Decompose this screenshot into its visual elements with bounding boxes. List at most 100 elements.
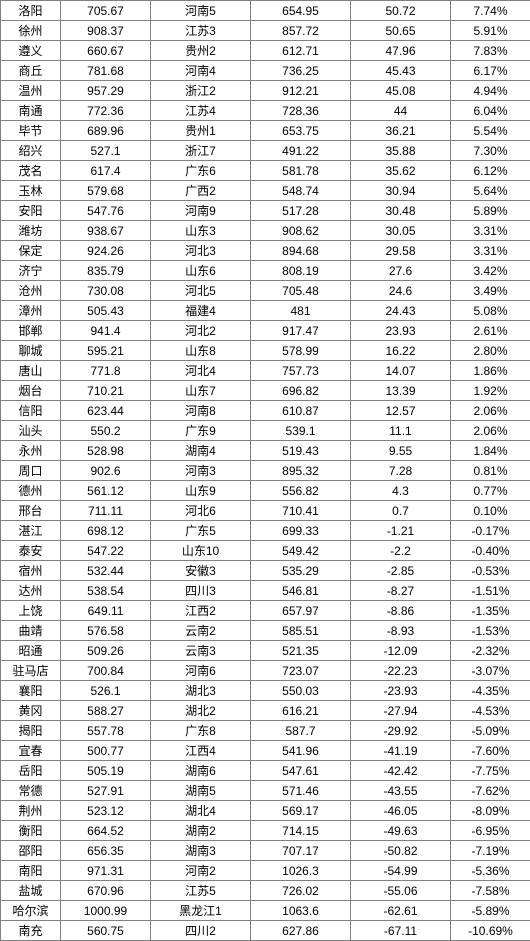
table-cell: 安阳 <box>1 201 61 221</box>
table-cell: 616.21 <box>251 701 351 721</box>
table-cell: 保定 <box>1 241 61 261</box>
table-cell: 永州 <box>1 441 61 461</box>
table-cell: 971.31 <box>61 861 151 881</box>
table-cell: 贵州2 <box>151 41 251 61</box>
table-cell: -1.21 <box>351 521 451 541</box>
table-cell: 河北3 <box>151 241 251 261</box>
table-row: 曲靖576.58云南2585.51-8.93-1.53% <box>1 621 530 641</box>
table-cell: 509.26 <box>61 641 151 661</box>
table-row: 哈尔滨1000.99黑龙江11063.6-62.61-5.89% <box>1 901 530 921</box>
table-cell: 808.19 <box>251 261 351 281</box>
table-cell: 济宁 <box>1 261 61 281</box>
table-cell: 宿州 <box>1 561 61 581</box>
table-cell: 河南6 <box>151 661 251 681</box>
table-cell: -8.93 <box>351 621 451 641</box>
table-cell: 653.75 <box>251 121 351 141</box>
table-cell: 湖南2 <box>151 821 251 841</box>
table-cell: 河北2 <box>151 321 251 341</box>
table-cell: 遵义 <box>1 41 61 61</box>
table-cell: 7.74% <box>451 1 530 21</box>
table-cell: -0.53% <box>451 561 530 581</box>
table-row: 永州528.98湖南4519.439.551.84% <box>1 441 530 461</box>
table-cell: 730.08 <box>61 281 151 301</box>
table-row: 商丘781.68河南4736.2545.436.17% <box>1 61 530 81</box>
table-cell: 2.61% <box>451 321 530 341</box>
table-cell: 广东5 <box>151 521 251 541</box>
table-cell: 623.44 <box>61 401 151 421</box>
data-table: 洛阳705.67河南5654.9550.727.74%徐州908.37江苏385… <box>0 0 530 941</box>
table-cell: 曲靖 <box>1 621 61 641</box>
table-cell: -50.82 <box>351 841 451 861</box>
table-row: 绍兴527.1浙江7491.2235.887.30% <box>1 141 530 161</box>
table-cell: 548.74 <box>251 181 351 201</box>
table-cell: 江苏3 <box>151 21 251 41</box>
table-cell: -49.63 <box>351 821 451 841</box>
table-cell: 绍兴 <box>1 141 61 161</box>
table-cell: -12.09 <box>351 641 451 661</box>
table-cell: 漳州 <box>1 301 61 321</box>
table-cell: 481 <box>251 301 351 321</box>
table-cell: 邯郸 <box>1 321 61 341</box>
table-cell: 557.78 <box>61 721 151 741</box>
table-cell: 710.21 <box>61 381 151 401</box>
table-cell: 696.82 <box>251 381 351 401</box>
table-cell: 527.1 <box>61 141 151 161</box>
table-cell: 539.1 <box>251 421 351 441</box>
table-cell: 周口 <box>1 461 61 481</box>
table-cell: 538.54 <box>61 581 151 601</box>
table-cell: -7.75% <box>451 761 530 781</box>
table-cell: 0.81% <box>451 461 530 481</box>
table-row: 聊城595.21山东8578.9916.222.80% <box>1 341 530 361</box>
table-cell: -10.69% <box>451 921 530 941</box>
table-cell: 700.84 <box>61 661 151 681</box>
table-cell: 45.43 <box>351 61 451 81</box>
table-cell: 726.02 <box>251 881 351 901</box>
table-cell: 30.48 <box>351 201 451 221</box>
table-cell: 908.37 <box>61 21 151 41</box>
table-cell: 唐山 <box>1 361 61 381</box>
table-cell: 23.93 <box>351 321 451 341</box>
table-cell: 7.28 <box>351 461 451 481</box>
table-cell: 35.62 <box>351 161 451 181</box>
table-cell: 556.82 <box>251 481 351 501</box>
table-cell: 772.36 <box>61 101 151 121</box>
table-row: 宿州532.44安徽3535.29-2.85-0.53% <box>1 561 530 581</box>
table-cell: 1.84% <box>451 441 530 461</box>
table-cell: 宜春 <box>1 741 61 761</box>
table-cell: -5.89% <box>451 901 530 921</box>
table-cell: 0.10% <box>451 501 530 521</box>
table-cell: 山东7 <box>151 381 251 401</box>
table-cell: 1063.6 <box>251 901 351 921</box>
table-cell: 江苏4 <box>151 101 251 121</box>
table-cell: 6.12% <box>451 161 530 181</box>
table-cell: 1.92% <box>451 381 530 401</box>
table-cell: 895.32 <box>251 461 351 481</box>
table-row: 漳州505.43福建448124.435.08% <box>1 301 530 321</box>
table-cell: 581.78 <box>251 161 351 181</box>
table-cell: 835.79 <box>61 261 151 281</box>
table-cell: 29.58 <box>351 241 451 261</box>
table-row: 信阳623.44河南8610.8712.572.06% <box>1 401 530 421</box>
table-cell: 山东10 <box>151 541 251 561</box>
table-cell: 4.3 <box>351 481 451 501</box>
table-cell: 13.39 <box>351 381 451 401</box>
table-cell: 四川3 <box>151 581 251 601</box>
table-cell: 0.77% <box>451 481 530 501</box>
table-cell: 723.07 <box>251 661 351 681</box>
table-cell: 山东9 <box>151 481 251 501</box>
table-cell: -0.17% <box>451 521 530 541</box>
table-cell: 广东9 <box>151 421 251 441</box>
table-cell: 河南8 <box>151 401 251 421</box>
table-cell: 邢台 <box>1 501 61 521</box>
table-cell: -3.07% <box>451 661 530 681</box>
table-row: 汕头550.2广东9539.111.12.06% <box>1 421 530 441</box>
table-cell: 14.07 <box>351 361 451 381</box>
table-cell: 550.2 <box>61 421 151 441</box>
table-cell: 579.68 <box>61 181 151 201</box>
table-cell: 654.95 <box>251 1 351 21</box>
table-cell: 襄阳 <box>1 681 61 701</box>
table-cell: -7.60% <box>451 741 530 761</box>
table-cell: 9.55 <box>351 441 451 461</box>
table-cell: 江西2 <box>151 601 251 621</box>
table-cell: 荆州 <box>1 801 61 821</box>
